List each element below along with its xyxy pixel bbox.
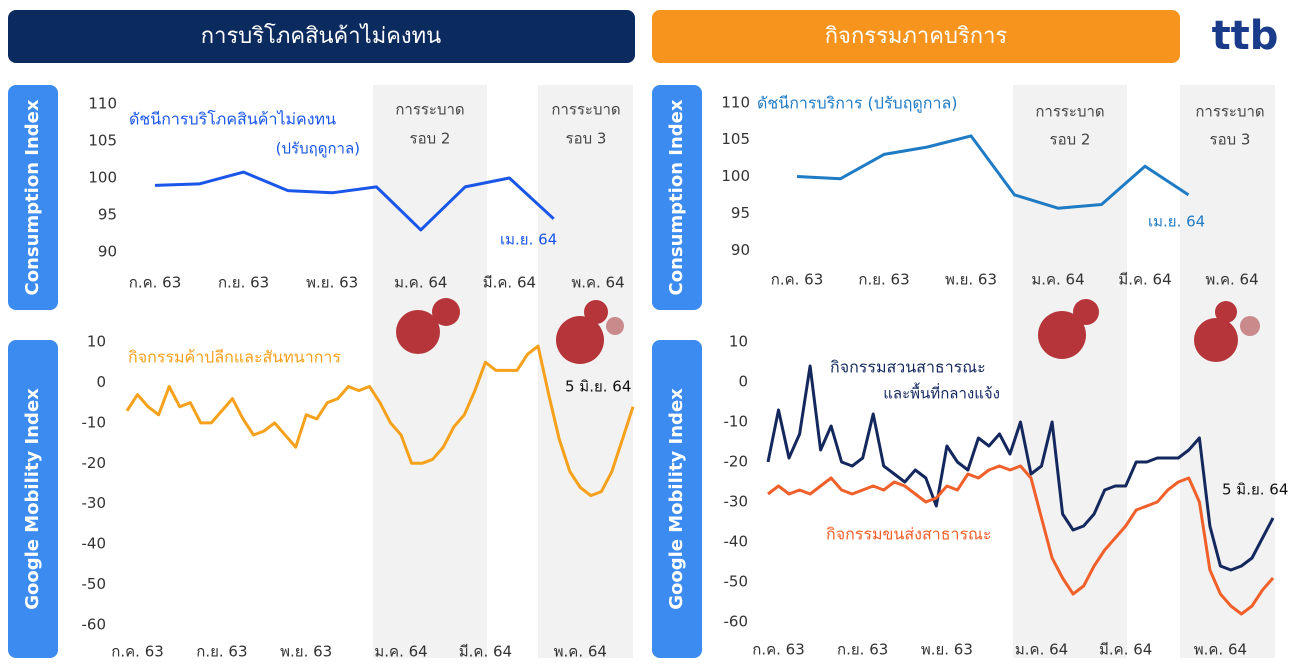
x-tick-label: พ.ค. 64 — [554, 643, 607, 661]
x-tick-label: ก.ย. 63 — [218, 274, 269, 292]
series-label: กิจกรรมสวนสาธารณะ — [830, 358, 986, 377]
x-tick-label: ก.ค. 63 — [752, 641, 805, 659]
annotation: 5 มิ.ย. 64 — [565, 378, 631, 396]
x-tick-label: ม.ค. 64 — [374, 643, 427, 661]
x-tick-label: พ.ค. 64 — [1194, 641, 1247, 659]
annotation: เม.ย. 64 — [500, 231, 557, 249]
x-tick-label: ม.ค. 64 — [1031, 271, 1084, 289]
y-tick-label: 95 — [98, 206, 117, 224]
annotation: การระบาด — [395, 101, 464, 119]
left-header-title: การบริโภคสินค้าไม่คงทน — [201, 23, 441, 49]
y-tick-label: -20 — [724, 453, 749, 471]
x-tick-label: พ.ย. 63 — [306, 274, 358, 292]
x-tick-label: มี.ค. 64 — [483, 274, 536, 292]
x-tick-label: ก.ย. 63 — [837, 641, 888, 659]
y-tick-label: -10 — [724, 413, 749, 431]
virus — [606, 317, 624, 335]
y-tick-label: 100 — [88, 169, 117, 187]
shade-wave-2 — [373, 85, 487, 658]
y-axis-title: Google Mobility Index — [22, 388, 43, 610]
y-tick-label: -60 — [724, 613, 749, 631]
virus — [1215, 301, 1237, 323]
annotation: รอบ 3 — [1210, 131, 1251, 149]
x-tick-label: พ.ค. 64 — [1205, 271, 1258, 289]
annotation: รอบ 3 — [566, 130, 607, 148]
annotation: การระบาด — [1195, 103, 1264, 121]
y-tick-label: -40 — [82, 535, 107, 553]
y-tick-label: 110 — [88, 94, 117, 112]
virus — [1240, 316, 1260, 336]
y-tick-label: -50 — [724, 573, 749, 591]
x-tick-label: มี.ค. 64 — [459, 643, 512, 661]
virus-icons — [396, 298, 1260, 364]
x-tick-label: ก.ย. 63 — [858, 271, 909, 289]
series-label: ดัชนีการบริโภคสินค้าไม่คงทน — [129, 110, 336, 129]
y-tick-label: 10 — [729, 333, 748, 351]
x-tick-label: ม.ค. 64 — [394, 274, 447, 292]
virus — [584, 300, 608, 324]
y-tick-label: -10 — [82, 413, 107, 431]
series-line — [797, 136, 1189, 208]
chart: Consumption Index 110 105 100 95 90 ก.ค. 63 ก.ย… — [8, 85, 625, 310]
annotation: (ปรับฤดูกาล) — [276, 140, 360, 158]
y-tick-label: 0 — [96, 373, 106, 391]
y-tick-label: -60 — [82, 615, 107, 633]
y-tick-label: -30 — [724, 493, 749, 511]
y-tick-label: 110 — [721, 93, 750, 111]
annotation: การระบาด — [551, 101, 620, 119]
annotation: เม.ย. 64 — [1148, 213, 1205, 231]
virus — [1073, 299, 1099, 325]
y-tick-label: 105 — [721, 130, 750, 148]
x-tick-label: ม.ค. 64 — [1015, 641, 1068, 659]
x-tick-label: พ.ย. 63 — [945, 271, 997, 289]
chart: Consumption Index 110 105 100 95 90 ก.ค. 63 ก.ย… — [652, 85, 1265, 310]
y-axis-title: Consumption Index — [22, 99, 43, 295]
y-axis-title: Consumption Index — [666, 99, 687, 295]
y-tick-label: 10 — [87, 333, 106, 351]
series-label: กิจกรรมค้าปลีกและสันทนาการ — [128, 348, 341, 367]
y-tick-label: -20 — [82, 454, 107, 472]
y-tick-label: 100 — [721, 167, 750, 185]
logo: ttb — [1212, 13, 1279, 59]
y-tick-label: 0 — [738, 373, 748, 391]
shade-wave-2 — [1013, 85, 1127, 658]
x-tick-label: ก.ย. 63 — [196, 643, 247, 661]
series-label: ดัชนีการบริการ (ปรับฤดูกาล) — [757, 94, 958, 114]
annotation: 5 มิ.ย. 64 — [1222, 481, 1288, 499]
right-header-title: กิจกรรมภาคบริการ — [825, 24, 1008, 49]
y-tick-label: 105 — [88, 131, 117, 149]
y-tick-label: 95 — [731, 204, 750, 222]
annotation: รอบ 2 — [410, 130, 451, 148]
y-tick-label: -40 — [724, 533, 749, 551]
y-tick-label: -50 — [82, 575, 107, 593]
series-line — [155, 172, 554, 230]
y-axis-title: Google Mobility Index — [666, 388, 687, 610]
y-tick-label: -30 — [82, 494, 107, 512]
x-tick-label: ก.ค. 63 — [771, 271, 824, 289]
x-tick-label: มี.ค. 64 — [1118, 271, 1171, 289]
y-tick-label: 90 — [98, 243, 117, 261]
shade-wave-3 — [1180, 85, 1275, 658]
x-tick-label: พ.ย. 63 — [921, 641, 973, 659]
shade-wave-3 — [538, 85, 633, 658]
annotation: การระบาด — [1035, 103, 1104, 121]
x-tick-label: มี.ค. 64 — [1099, 641, 1152, 659]
x-tick-label: ก.ค. 63 — [129, 274, 182, 292]
annotation: รอบ 2 — [1050, 131, 1091, 149]
infographic: การบริโภคสินค้าไม่คงทน กิจกรรมภาคบริการ … — [0, 0, 1303, 664]
virus — [432, 298, 460, 326]
x-tick-label: พ.ย. 63 — [280, 643, 332, 661]
virus — [1194, 318, 1238, 362]
y-tick-label: 90 — [731, 241, 750, 259]
series-label: กิจกรรมขนส่งสาธารณะ — [826, 525, 991, 544]
x-tick-label: พ.ค. 64 — [571, 274, 624, 292]
x-tick-label: ก.ค. 63 — [111, 643, 164, 661]
annotation: และพื้นที่กลางแจ้ง — [883, 383, 1000, 403]
